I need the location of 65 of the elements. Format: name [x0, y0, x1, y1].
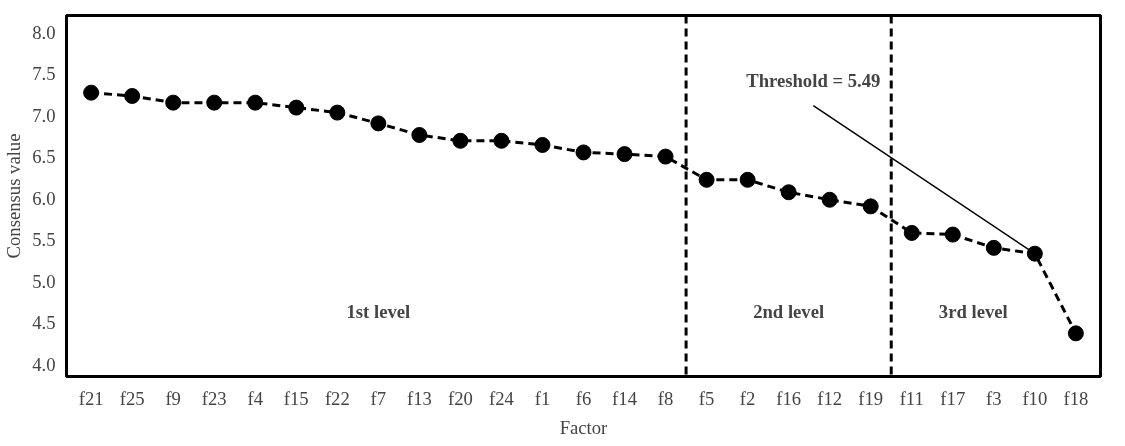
- x-tick-label: f2: [739, 387, 756, 409]
- x-tick-label: f1: [534, 387, 551, 409]
- y-tick-label: 4.5: [32, 312, 56, 334]
- point: [698, 171, 715, 188]
- point: [206, 94, 223, 111]
- point: [165, 94, 182, 111]
- point: [370, 115, 387, 132]
- point: [452, 132, 469, 149]
- x-tick-label: f25: [119, 387, 145, 409]
- y-tick-label: 8.0: [32, 21, 56, 43]
- x-tick-label: f13: [406, 387, 432, 409]
- x-tick-label: f16: [776, 387, 802, 409]
- x-tick-label: f5: [698, 387, 715, 409]
- point: [862, 198, 879, 215]
- x-tick-label: f11: [899, 387, 924, 409]
- x-tick-label: f21: [78, 387, 104, 409]
- point: [411, 127, 428, 143]
- annotation: 3rd level: [938, 301, 1008, 323]
- y-tick-label: 6.0: [32, 187, 56, 209]
- point: [944, 226, 961, 243]
- x-tick-label: f19: [858, 387, 884, 409]
- point: [903, 224, 920, 241]
- y-tick-label: 7.5: [32, 63, 56, 85]
- x-tick-label: f24: [489, 387, 515, 409]
- point: [985, 239, 1002, 256]
- point: [247, 94, 264, 111]
- y-tick-label: 5.0: [32, 270, 56, 292]
- x-tick-label: f9: [165, 387, 181, 409]
- x-tick-label: f20: [447, 387, 473, 409]
- point: [657, 148, 674, 165]
- point: [575, 144, 592, 161]
- x-tick-label: f7: [370, 387, 387, 409]
- x-tick-label: f23: [201, 387, 227, 409]
- point: [1067, 325, 1084, 342]
- x-tick-label: f8: [657, 387, 674, 409]
- point: [1026, 245, 1043, 262]
- x-tick-label: f10: [1022, 387, 1048, 409]
- x-tick-label: f14: [612, 387, 638, 409]
- point: [616, 146, 633, 163]
- point: [288, 99, 305, 116]
- x-tick-label: f4: [247, 387, 264, 409]
- x-tick-label: f15: [283, 387, 309, 409]
- annotation: Threshold = 5.49: [746, 70, 881, 92]
- x-axis-title: Factor: [559, 416, 609, 438]
- point: [493, 132, 510, 149]
- x-tick-label: f6: [575, 387, 592, 409]
- x-tick-label: f18: [1063, 387, 1089, 409]
- point: [124, 88, 141, 104]
- x-tick-label: f12: [817, 387, 843, 409]
- point: [780, 184, 797, 201]
- point: [83, 84, 100, 101]
- y-axis-title: Consensus value: [3, 133, 25, 259]
- point: [329, 104, 346, 121]
- annotation: 2nd level: [753, 301, 825, 323]
- x-tick-label: f3: [986, 387, 1002, 409]
- y-tick-label: 7.0: [32, 104, 56, 126]
- point: [821, 191, 838, 208]
- y-tick-label: 5.5: [32, 229, 56, 251]
- point: [739, 171, 756, 188]
- annotation: 1st level: [346, 301, 411, 323]
- y-tick-label: 4.0: [32, 353, 56, 375]
- point: [534, 136, 551, 153]
- x-tick-label: f17: [940, 387, 966, 409]
- x-tick-label: f22: [324, 387, 350, 409]
- y-tick-label: 6.5: [32, 146, 56, 168]
